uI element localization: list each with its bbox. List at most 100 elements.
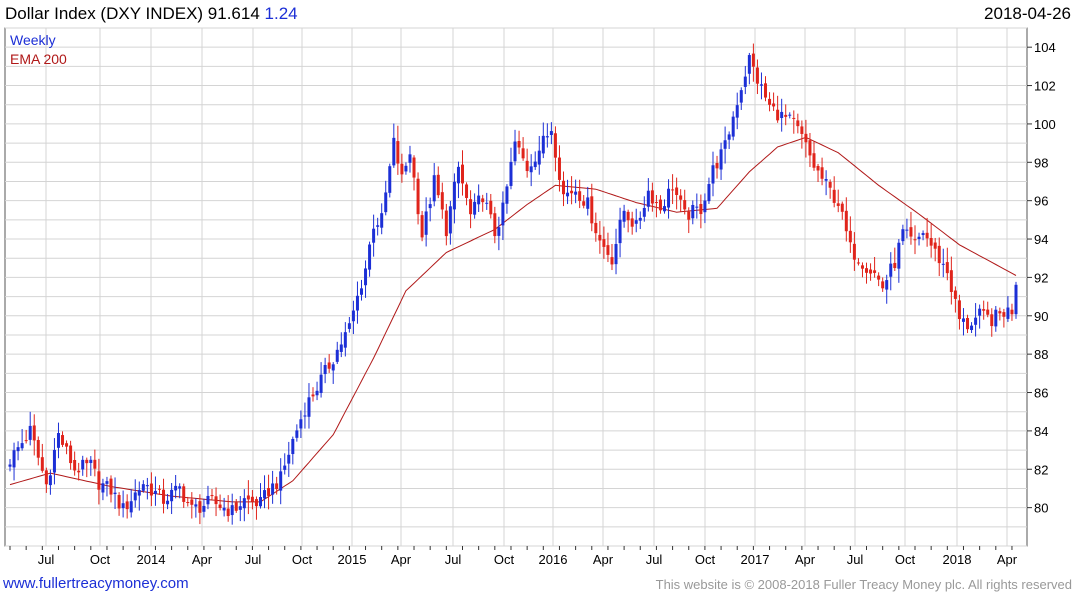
candle — [873, 256, 877, 278]
y-tick-label: 94 — [1034, 232, 1048, 247]
candle — [808, 132, 812, 168]
candle — [465, 182, 469, 206]
candle — [917, 232, 921, 246]
candle — [8, 458, 12, 472]
ema-200-line — [9, 136, 1017, 503]
x-tick-label: 2017 — [741, 552, 770, 567]
candle — [460, 150, 464, 196]
candle — [998, 307, 1002, 321]
candle — [618, 207, 622, 258]
candle — [44, 467, 48, 493]
candle — [671, 174, 675, 205]
x-tick-label: Apr — [192, 552, 213, 567]
candle — [509, 147, 513, 190]
candle — [331, 362, 335, 384]
candle — [780, 98, 784, 132]
candle — [913, 225, 917, 255]
candle — [170, 483, 174, 515]
candle — [420, 210, 424, 242]
candle — [856, 258, 860, 266]
candle — [364, 260, 368, 298]
candle — [226, 495, 230, 522]
candle — [408, 145, 412, 173]
candle — [93, 449, 97, 477]
candle — [73, 451, 77, 476]
candle — [909, 211, 913, 245]
candle — [929, 224, 933, 258]
candle — [634, 208, 638, 233]
candle — [537, 135, 541, 175]
candle — [404, 162, 408, 175]
candle — [836, 189, 840, 213]
candle — [901, 224, 905, 245]
candle — [416, 172, 420, 225]
copyright-text: This website is © 2008-2018 Fuller Treac… — [655, 577, 1072, 592]
candle — [832, 176, 836, 208]
candle — [218, 494, 222, 511]
candle — [586, 186, 590, 216]
candle — [755, 59, 759, 95]
candle — [384, 180, 388, 216]
candle — [129, 489, 133, 518]
candle — [675, 177, 679, 210]
candle — [436, 166, 440, 199]
candle — [242, 489, 246, 522]
candle — [650, 182, 654, 212]
candle — [549, 122, 553, 145]
candle — [335, 341, 339, 365]
site-link[interactable]: www.fullertreacymoney.com — [3, 575, 189, 592]
candle — [590, 183, 594, 232]
candle — [368, 241, 372, 277]
candle — [562, 171, 566, 207]
candle — [307, 383, 311, 429]
candle — [372, 214, 376, 257]
candle — [214, 487, 218, 517]
candle — [598, 220, 602, 254]
candle — [1014, 281, 1018, 319]
candle — [279, 458, 283, 505]
candle — [881, 277, 885, 292]
candle — [937, 237, 941, 277]
change-value: 1.24 — [264, 4, 298, 23]
candle — [642, 196, 646, 222]
x-tick-label: Oct — [292, 552, 313, 567]
candle — [654, 195, 658, 218]
candle — [125, 494, 129, 519]
candle — [594, 212, 598, 242]
candle — [525, 148, 529, 178]
candle — [1010, 303, 1014, 321]
candle — [234, 498, 238, 513]
candle — [978, 304, 982, 329]
candle — [157, 485, 161, 495]
candle — [16, 441, 20, 461]
candle — [424, 197, 428, 247]
candle — [986, 301, 990, 318]
candle — [485, 192, 489, 210]
x-tick-label: 2015 — [338, 552, 367, 567]
x-tick-label: Oct — [90, 552, 111, 567]
y-axis: 80 82 84 86 88 90 92 94 96 98 100 102 104 — [1027, 40, 1056, 516]
candle — [271, 470, 275, 504]
candle — [303, 402, 307, 429]
candle — [800, 120, 804, 149]
candle — [557, 145, 561, 192]
candle — [994, 305, 998, 332]
candle — [250, 490, 254, 510]
y-tick-label: 82 — [1034, 462, 1048, 477]
ema-line-group — [9, 136, 1017, 503]
x-tick-label: Jul — [38, 552, 55, 567]
y-tick-label: 90 — [1034, 309, 1048, 324]
candle — [456, 161, 460, 199]
candle — [731, 111, 735, 141]
candle — [764, 76, 768, 102]
candle — [473, 193, 477, 219]
candle — [877, 272, 881, 287]
candle — [388, 163, 392, 198]
candle — [683, 189, 687, 215]
candle — [327, 354, 331, 373]
candle — [174, 474, 178, 499]
candle — [852, 232, 856, 271]
candle — [570, 176, 574, 205]
candle — [400, 153, 404, 183]
candle — [788, 112, 792, 119]
